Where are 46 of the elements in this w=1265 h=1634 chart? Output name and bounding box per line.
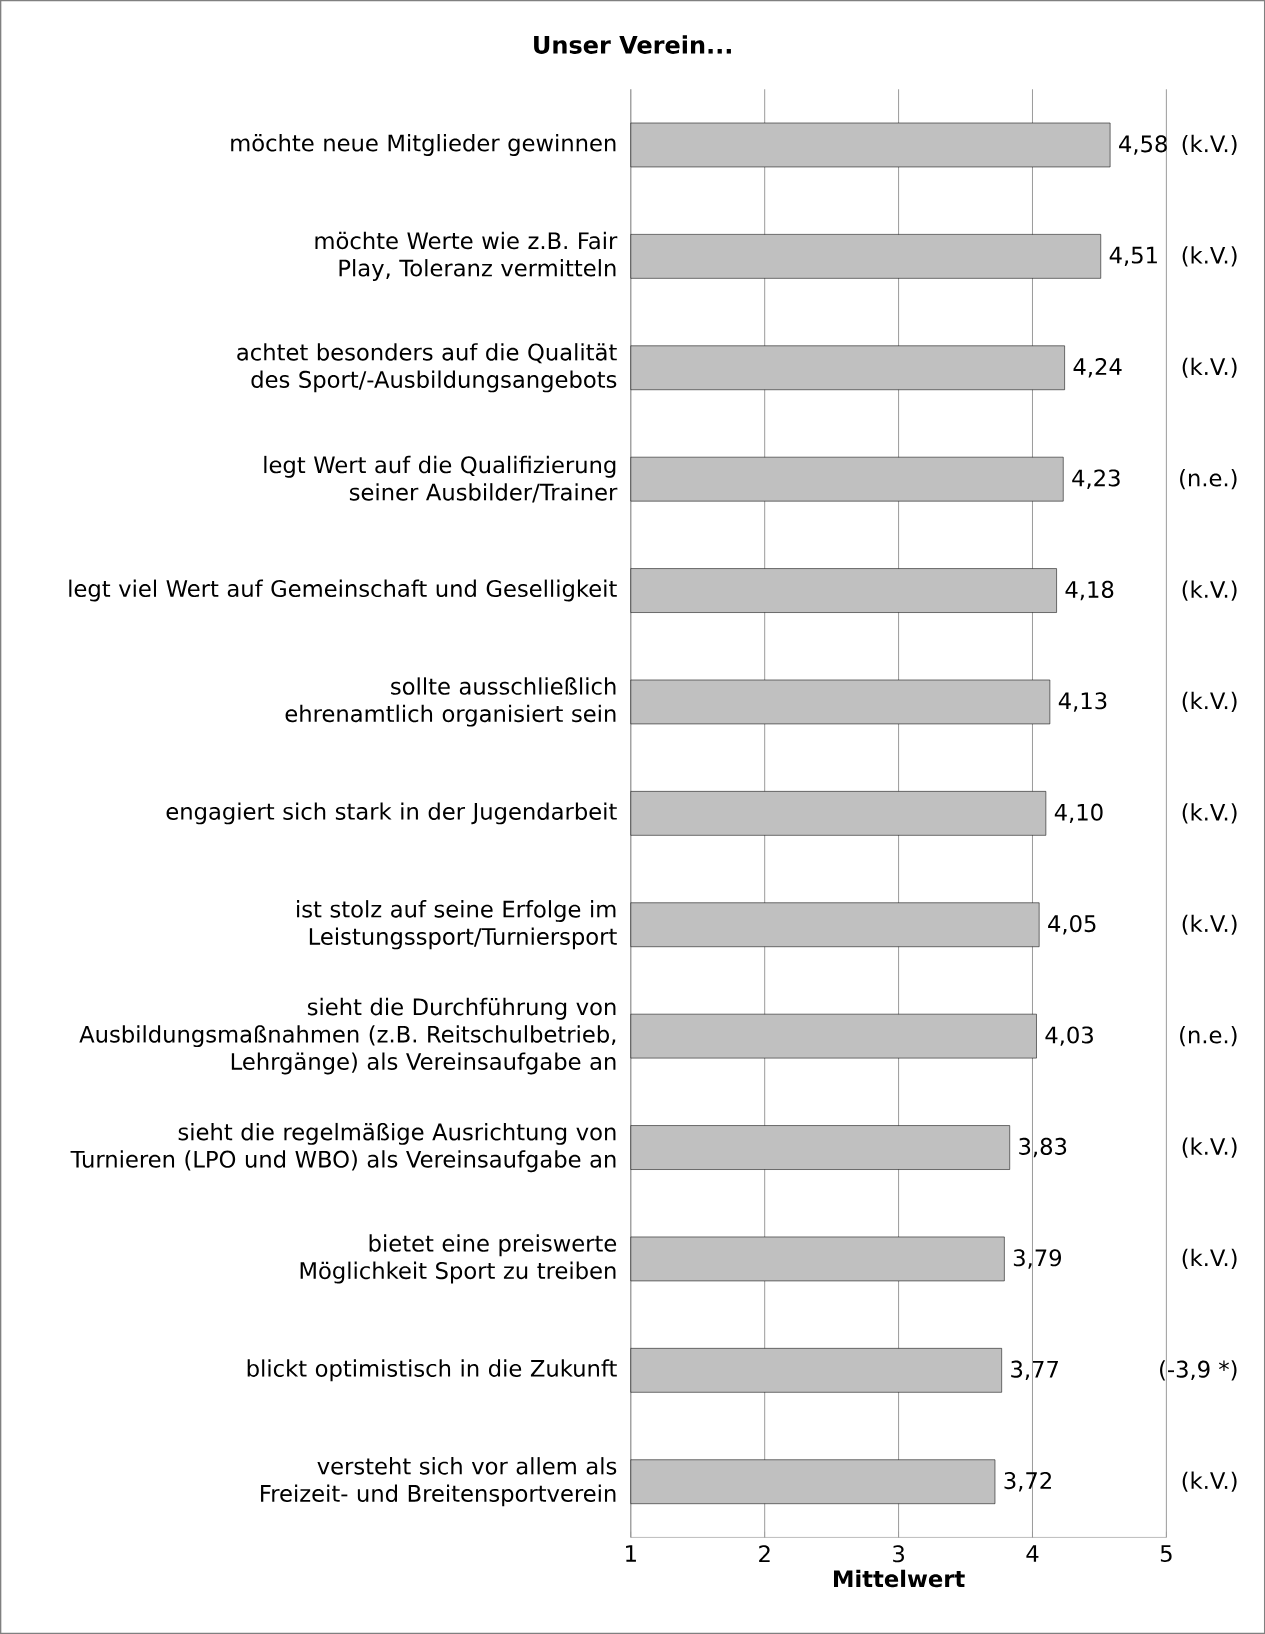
x-tick-label: 2 <box>759 1545 770 1563</box>
chart-title: Unser Verein... <box>533 35 731 54</box>
y-tick-label: sieht die regelmäßige Ausrichtung von Turnieren (LPO und WBO) als Vereinsaufgabe an <box>70 1122 616 1173</box>
y-tick-label: möchte neue Mitglieder gewinnen <box>231 134 616 156</box>
data-label: 4,10 <box>1054 803 1103 824</box>
data-label: 4,05 <box>1047 915 1096 935</box>
data-label: 3,79 <box>1013 1249 1061 1269</box>
y-tick-label: engagiert sich stark in der Jugendarbeit <box>166 802 617 825</box>
data-label: 4,18 <box>1065 580 1114 601</box>
y-tick-label: legt Wert auf die Qualifizierung seiner Ausbilder/Trainer <box>264 455 618 503</box>
data-label: 4,13 <box>1058 692 1107 712</box>
y-tick-label: sollte ausschließlich ehrenamtlich organisiert sein <box>285 677 616 727</box>
x-tick-label: 5 <box>1160 1545 1172 1563</box>
text: (n.e.) <box>1179 1026 1237 1047</box>
data-label: 4,24 <box>1073 358 1122 378</box>
text: (k.V.) <box>1182 246 1237 267</box>
x-tick-label: 1 <box>625 1545 636 1562</box>
text: (k.V.) <box>1182 1471 1237 1492</box>
text: (n.e.) <box>1179 469 1237 490</box>
text: (k.V.) <box>1182 1137 1237 1158</box>
y-tick-label: blickt optimistisch in die Zukunft <box>247 1359 617 1382</box>
data-label: 3,72 <box>1004 1471 1051 1492</box>
text: (k.V.) <box>1182 134 1237 156</box>
y-tick-label: legt viel Wert auf Gemeinschaft und Geselligkeit <box>69 579 617 602</box>
text: (k.V.) <box>1182 1248 1237 1270</box>
text: (k.V.) <box>1182 914 1237 935</box>
text: (k.V.) <box>1182 691 1237 713</box>
x-tick-label: 3 <box>892 1545 904 1563</box>
y-tick-label: sieht die Durchführung von Ausbildungsmaßnahmen (z.B. Reitschulbetrieb, Lehrgänge) als Vereinsaufgabe an <box>79 997 616 1075</box>
y-tick-label: versteht sich vor allem als Freizeit- und Breitensportverein <box>260 1457 617 1507</box>
x-tick-label: 4 <box>1026 1545 1039 1562</box>
data-label: 3,77 <box>1011 1360 1058 1381</box>
data-label: 4,58 <box>1118 135 1167 155</box>
y-tick-label: bietet eine preiswerte Möglichkeit Sport zu treiben <box>300 1234 616 1284</box>
y-tick-label: achtet besonders auf die Qualität des Sport/-Ausbildungsangebots <box>237 343 617 393</box>
text: (k.V.) <box>1182 357 1237 378</box>
x-axis-title: Mittelwert <box>833 1569 965 1588</box>
data-label: 3,83 <box>1019 1137 1066 1158</box>
data-label: 4,23 <box>1072 469 1120 489</box>
annotation: (-3,9 *) <box>1159 1360 1237 1381</box>
data-label: 4,51 <box>1109 246 1157 266</box>
text: (k.V.) <box>1182 803 1237 824</box>
y-tick-label: ist stolz auf seine Erfolge im Leistungssport/Turniersport <box>296 900 617 950</box>
data-label: 4,03 <box>1045 1026 1093 1046</box>
y-tick-label: möchte Werte wie z.B. Fair Play, Toleranz vermitteln <box>315 231 618 281</box>
text: (k.V.) <box>1182 580 1237 601</box>
